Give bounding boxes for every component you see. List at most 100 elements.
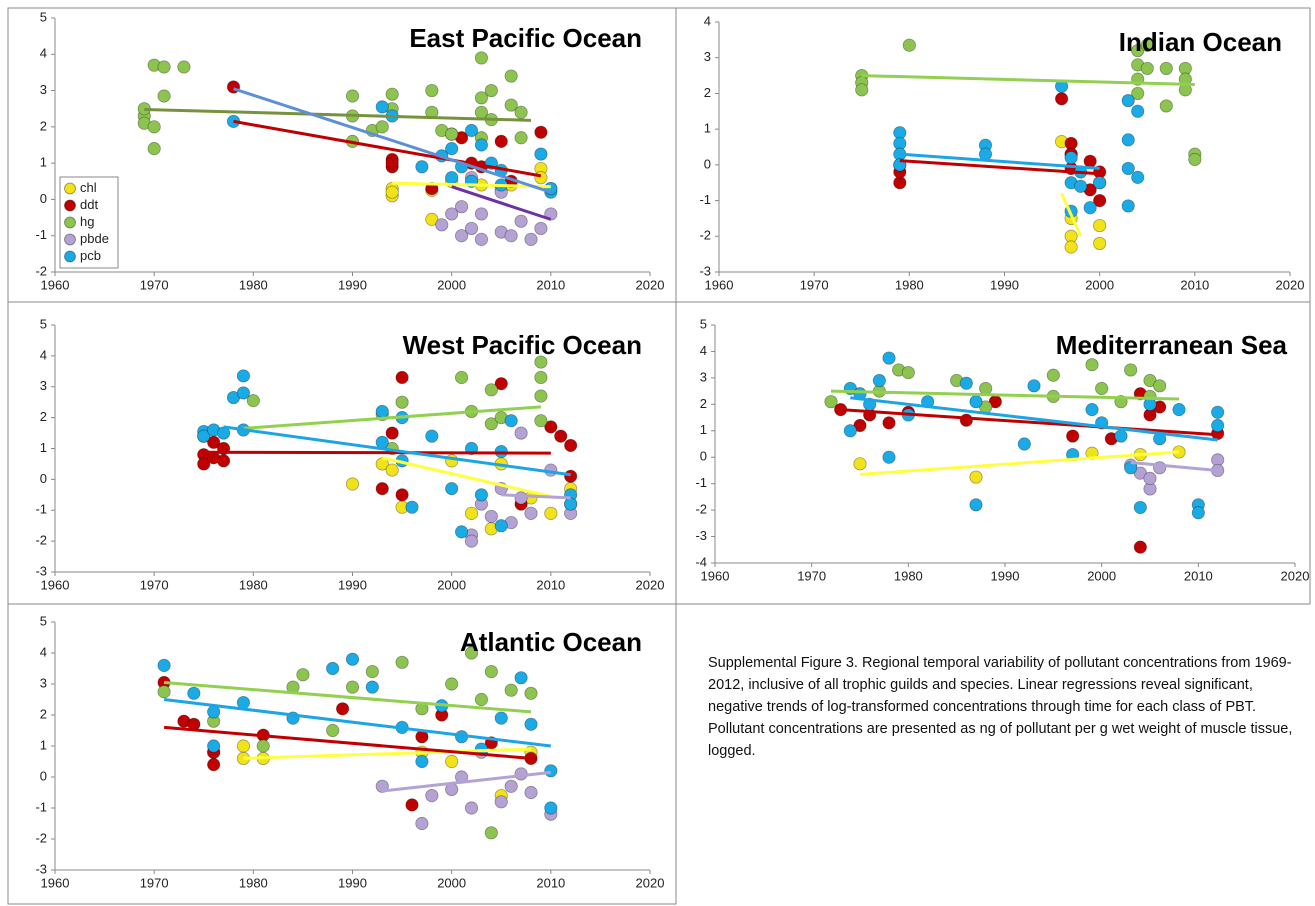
y-tick-label: 2 — [704, 85, 711, 100]
data-point — [534, 221, 548, 236]
y-tick-label: -3 — [699, 263, 711, 278]
trend-line — [233, 119, 542, 178]
data-point — [464, 801, 479, 815]
data-point — [544, 181, 558, 196]
y-tick-label: -2 — [699, 228, 711, 243]
data-point — [514, 105, 528, 119]
data-point — [1140, 38, 1154, 52]
data-point — [504, 229, 518, 243]
data-point — [1074, 179, 1088, 193]
data-point — [514, 131, 528, 145]
data-point — [1114, 429, 1128, 443]
data-point — [375, 100, 389, 114]
data-point — [1211, 405, 1225, 419]
data-point — [494, 711, 508, 725]
y-tick-label: -4 — [695, 554, 707, 569]
data-point — [484, 509, 498, 524]
data-point — [564, 497, 578, 511]
x-tick-label: 2020 — [636, 277, 665, 292]
data-point — [236, 369, 251, 383]
data-point — [385, 426, 399, 440]
data-point — [375, 120, 389, 134]
data-point — [1133, 466, 1147, 480]
data-point — [445, 207, 459, 221]
y-tick-label: -1 — [35, 227, 47, 242]
data-point — [405, 500, 419, 514]
trend-line — [243, 747, 532, 760]
data-point — [564, 469, 578, 483]
data-point — [236, 695, 251, 710]
data-point — [474, 51, 489, 65]
data-point — [1133, 540, 1147, 554]
y-tick-label: 4 — [40, 46, 47, 61]
data-point — [901, 365, 915, 380]
panel-title: Atlantic Ocean — [460, 627, 642, 657]
data-point — [464, 534, 479, 548]
data-point — [882, 416, 896, 430]
data-point — [1046, 368, 1060, 382]
y-tick-label: 4 — [700, 343, 707, 358]
trend-line — [243, 405, 542, 430]
data-point — [1131, 104, 1145, 118]
data-point — [365, 664, 379, 679]
data-point — [1131, 43, 1145, 58]
data-point — [1143, 397, 1157, 411]
y-tick-label: 0 — [40, 191, 47, 206]
data-point — [534, 355, 548, 369]
data-point — [147, 120, 161, 134]
data-point — [256, 739, 270, 753]
data-point — [1093, 176, 1107, 190]
data-point — [216, 426, 231, 440]
y-tick-label: 2 — [700, 396, 707, 411]
data-point — [1017, 437, 1031, 451]
y-tick-label: 1 — [40, 737, 47, 752]
y-tick-label: -1 — [35, 799, 47, 814]
data-point — [445, 482, 459, 496]
data-point — [474, 488, 489, 502]
data-point — [524, 717, 538, 731]
x-tick-label: 1970 — [800, 277, 829, 292]
data-point — [853, 457, 867, 471]
data-point — [345, 652, 360, 666]
data-point — [216, 454, 231, 468]
y-tick-label: -2 — [695, 502, 707, 517]
data-point — [969, 498, 983, 512]
data-point — [445, 171, 459, 185]
data-point — [385, 156, 399, 170]
data-point — [1093, 218, 1107, 233]
data-point — [504, 414, 518, 428]
data-point — [464, 506, 479, 520]
panel-frame — [675, 301, 1311, 605]
x-tick-label: 1990 — [338, 577, 367, 592]
data-point — [415, 816, 429, 831]
data-point — [326, 661, 340, 676]
x-tick-label: 1970 — [140, 277, 169, 292]
y-tick-label: 2 — [40, 409, 47, 424]
data-point — [1143, 471, 1157, 485]
data-point — [534, 414, 548, 428]
data-point — [345, 89, 360, 103]
data-point — [1085, 403, 1099, 417]
trend-line — [861, 74, 1195, 86]
trend-line — [382, 770, 551, 793]
y-tick-label: -3 — [35, 563, 47, 578]
data-point — [534, 171, 548, 185]
data-point — [474, 692, 489, 707]
legend-marker — [64, 182, 76, 195]
data-point — [484, 826, 498, 840]
data-point — [494, 377, 508, 391]
data-point — [425, 788, 439, 803]
x-tick-label: 2010 — [536, 577, 565, 592]
y-tick-label: -2 — [35, 263, 47, 278]
data-point — [207, 739, 221, 753]
y-tick-label: 1 — [700, 422, 707, 437]
data-point — [484, 664, 498, 679]
y-tick-label: -1 — [699, 192, 711, 207]
trend-line — [203, 450, 551, 455]
data-point — [157, 685, 171, 699]
data-point — [872, 373, 886, 388]
data-point — [197, 429, 211, 443]
data-point — [474, 138, 489, 152]
data-point — [1066, 429, 1080, 443]
